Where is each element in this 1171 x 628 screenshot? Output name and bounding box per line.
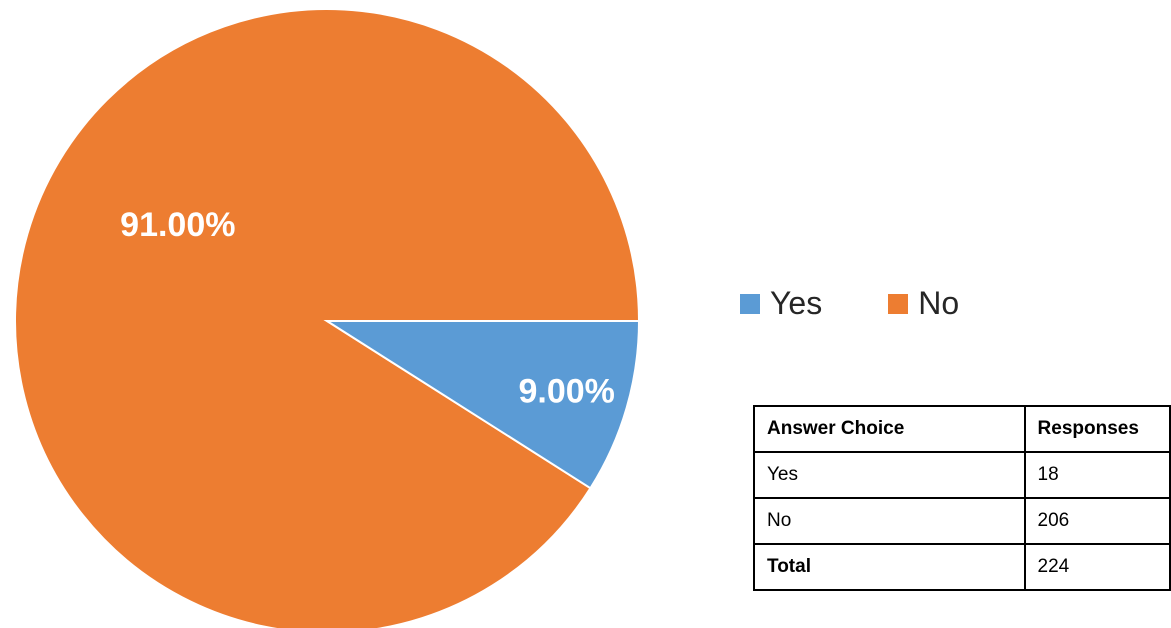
slice-label-no: 91.00% xyxy=(120,206,235,244)
table-row: No 206 xyxy=(753,497,1171,545)
cell-responses: 18 xyxy=(1023,451,1171,499)
cell-choice: Yes xyxy=(753,451,1026,499)
legend-label-yes: Yes xyxy=(770,285,823,321)
header-responses: Responses xyxy=(1023,405,1171,453)
pie-chart: 91.00% 9.00% xyxy=(14,8,641,628)
header-answer-choice: Answer Choice xyxy=(753,405,1026,453)
table-row: Yes 18 xyxy=(753,451,1171,499)
table-total-row: Total 224 xyxy=(753,543,1171,591)
chart-legend: Yes No xyxy=(740,285,1025,322)
responses-table: Answer Choice Responses Yes 18 No 206 To… xyxy=(753,405,1171,591)
legend-swatch-no xyxy=(888,293,909,314)
slice-label-yes: 9.00% xyxy=(518,373,614,411)
cell-responses: 206 xyxy=(1023,497,1171,545)
legend-swatch-yes xyxy=(740,293,760,314)
legend-label-no: No xyxy=(918,285,960,321)
pie-slice-no xyxy=(14,8,641,628)
cell-total-label: Total xyxy=(753,543,1026,591)
pie-slice-yes xyxy=(323,320,641,490)
table-header-row: Answer Choice Responses xyxy=(753,405,1171,453)
legend-item-yes: Yes xyxy=(740,285,822,322)
legend-item-no: No xyxy=(888,285,959,322)
cell-total-value: 224 xyxy=(1023,543,1171,591)
cell-choice: No xyxy=(753,497,1026,545)
